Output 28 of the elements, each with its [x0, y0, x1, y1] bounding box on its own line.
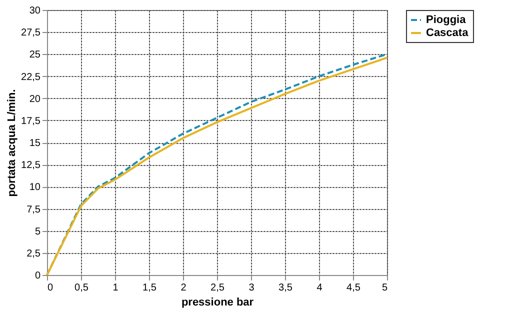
- y-tick-label: 7,5: [26, 204, 41, 216]
- x-tick-label: 1: [112, 282, 119, 294]
- x-tick-label: 3,5: [278, 282, 293, 294]
- y-tick-label: 25: [29, 50, 41, 61]
- x-tick-label: 0,5: [74, 282, 89, 294]
- y-tick-label: 5: [34, 226, 41, 238]
- x-tick-label: 2,5: [210, 282, 225, 294]
- x-axis-title: pressione bar: [181, 296, 254, 308]
- legend-label: Pioggia: [426, 14, 467, 26]
- legend-label: Cascata: [426, 27, 470, 39]
- x-tick-label: 4: [316, 282, 323, 294]
- x-tick-label: 2: [180, 282, 187, 294]
- y-axis-title: portata acqua L/min.: [6, 89, 18, 197]
- y-tick-label: 10: [29, 182, 41, 194]
- y-tick-label: 0: [34, 270, 41, 282]
- y-tick-label: 20: [29, 94, 41, 105]
- y-tick-label: 15: [29, 138, 41, 149]
- y-tick-label: 12,5: [21, 160, 41, 172]
- y-tick-label: 30: [29, 6, 41, 16]
- y-tick-label: 27,5: [21, 28, 41, 39]
- x-tick-label: 4,5: [346, 282, 361, 294]
- y-tick-label: 2,5: [26, 248, 41, 260]
- y-tick-label: 22,5: [21, 72, 41, 83]
- x-tick-label: 0: [48, 282, 54, 294]
- x-tick-label: 5: [382, 282, 388, 294]
- x-tick-label: 3: [248, 282, 255, 294]
- x-tick-label: 1,5: [142, 282, 157, 294]
- y-tick-label: 17,5: [21, 116, 41, 127]
